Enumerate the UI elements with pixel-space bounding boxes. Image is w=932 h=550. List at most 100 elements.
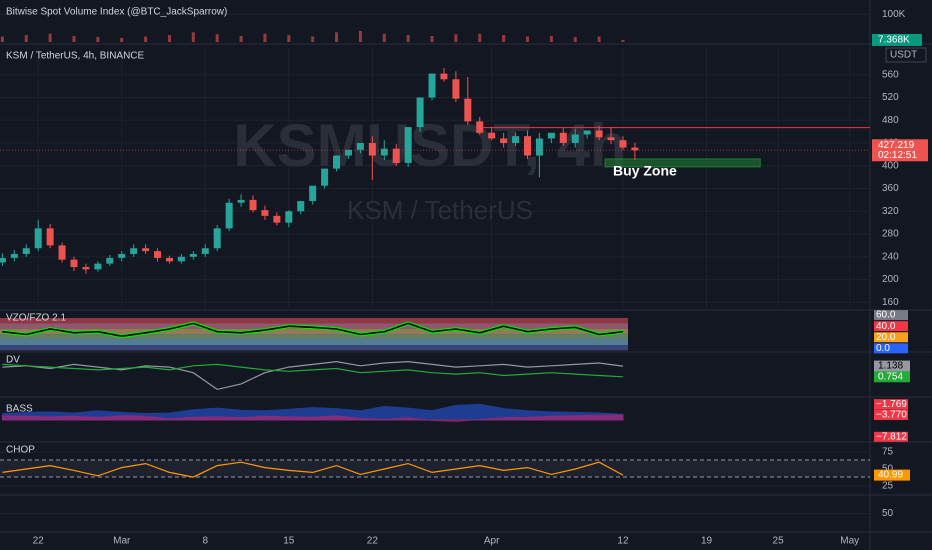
watermark-subtitle: KSM / TetherUS <box>347 195 533 225</box>
x-tick-label: 22 <box>367 536 379 547</box>
candle-body <box>583 130 591 135</box>
candle-body <box>22 248 30 254</box>
candle-body <box>559 132 567 144</box>
candle-body <box>440 73 448 80</box>
candle-body <box>476 121 484 133</box>
y-tick-label: −3.770 <box>876 410 907 421</box>
zone-band <box>0 318 628 324</box>
candle-body <box>34 228 42 249</box>
price-axis-bg <box>870 0 932 550</box>
candle-body <box>404 127 412 163</box>
y-tick-label: −7.812 <box>876 431 907 442</box>
x-tick-label: Mar <box>113 536 131 547</box>
watermark: KSMUSDT, 4h <box>233 112 626 179</box>
x-tick-label: 19 <box>701 536 713 547</box>
candle-body <box>225 202 233 229</box>
unit-box <box>885 47 927 63</box>
candle-body <box>535 138 543 156</box>
pane-title: CHOP <box>6 445 35 456</box>
last-price: 427.219 <box>878 140 915 151</box>
indicator-line <box>2 363 624 378</box>
candle-body <box>428 73 436 98</box>
volume-bar <box>406 35 410 42</box>
buy-zone <box>604 158 761 168</box>
candle-body <box>273 215 281 223</box>
volume-bar <box>48 33 52 42</box>
axis-badge <box>874 343 908 354</box>
candle-body <box>118 253 126 258</box>
candle-body <box>619 140 627 148</box>
y-tick-label: 60.0 <box>876 310 896 321</box>
y-tick-label: 480 <box>882 115 899 126</box>
volume-bar <box>191 32 195 42</box>
volume-bar <box>96 37 100 42</box>
candle-body <box>154 251 162 258</box>
unit: USDT <box>890 50 917 61</box>
pane-title: BASS <box>6 404 33 415</box>
candle-body <box>416 97 424 128</box>
axis-badge <box>874 332 908 343</box>
pane-title: Bitwise Spot Volume Index (@BTC_JackSpar… <box>6 7 227 18</box>
zone-band <box>0 334 628 340</box>
countdown: 02:12:51 <box>878 150 917 161</box>
value-badge-label: 40.99 <box>878 470 903 481</box>
y-tick-label: 40.0 <box>876 321 896 332</box>
volume-bar <box>549 35 553 42</box>
candle-body <box>213 228 221 249</box>
x-tick-label: Apr <box>484 536 500 547</box>
y-tick-label: 560 <box>882 69 899 80</box>
buy-zone-label: Buy Zone <box>613 163 677 179</box>
y-tick-label: 25 <box>882 481 894 492</box>
y-tick-label: 50 <box>882 508 894 519</box>
candle-body <box>237 199 245 203</box>
x-tick-label: 22 <box>33 536 45 547</box>
volume-bar <box>311 36 315 42</box>
y-tick-label: 240 <box>882 251 899 262</box>
volume-bar <box>167 35 171 42</box>
candle-body <box>523 136 531 156</box>
y-tick-label: 360 <box>882 183 899 194</box>
candle-body <box>380 148 388 156</box>
candle-body <box>70 259 78 268</box>
indicator-line <box>2 461 624 478</box>
candle-body <box>130 248 138 254</box>
volume-bar <box>263 33 267 42</box>
axis-badge <box>874 409 908 420</box>
candle-body <box>261 210 269 216</box>
volume-bar <box>335 32 339 42</box>
zone-band <box>0 339 628 345</box>
candle-body <box>165 257 173 262</box>
candle-body <box>309 185 317 202</box>
x-tick-label: 25 <box>773 536 785 547</box>
volume-bar <box>239 35 243 42</box>
candle-body <box>10 253 18 258</box>
x-tick-label: May <box>840 536 859 547</box>
y-tick-label: 200 <box>882 274 899 285</box>
pane-title: DV <box>6 355 20 366</box>
axis-badge <box>874 431 908 442</box>
zone-band <box>0 345 628 351</box>
axis-badge <box>874 321 908 332</box>
value-badge <box>874 469 910 481</box>
y-tick-label: −1.769 <box>876 399 907 410</box>
volume-bar <box>358 30 362 42</box>
area-fill <box>1 414 624 423</box>
value-badge-label: 0.754 <box>878 371 903 382</box>
y-tick-label: 520 <box>882 92 899 103</box>
value-badge <box>874 360 910 372</box>
candle-body <box>547 132 555 139</box>
candle-body <box>631 147 639 151</box>
candle-body <box>356 143 364 150</box>
volume-bar <box>215 34 219 42</box>
volume-bar <box>382 33 386 42</box>
candle-body <box>571 134 579 144</box>
candle-body <box>512 136 520 144</box>
volume-bar <box>0 36 4 42</box>
candle-body <box>201 248 209 254</box>
candle-body <box>607 137 615 141</box>
candle-body <box>333 155 341 169</box>
volume-bar <box>454 34 458 42</box>
candle-body <box>344 149 352 156</box>
